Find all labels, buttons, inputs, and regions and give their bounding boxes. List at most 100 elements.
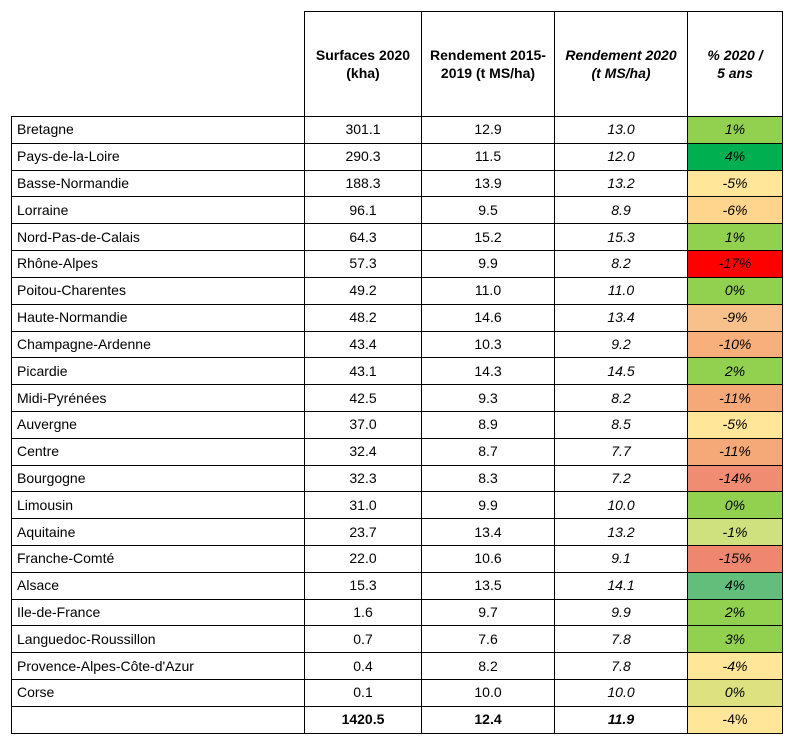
header-rendement-5ans: Rendement 2015- 2019 (t MS/ha) bbox=[421, 11, 555, 117]
region-cell: Rhône-Alpes bbox=[11, 250, 305, 278]
region-cell: Midi-Pyrénées bbox=[11, 384, 305, 412]
table-row: Lorraine 96.1 9.5 8.9 -6% bbox=[11, 196, 783, 225]
header-rendement-5ans-line2: 2019 (t MS/ha) bbox=[440, 65, 536, 81]
rendement-5ans-cell: 10.3 bbox=[421, 330, 555, 359]
surface-cell: 301.1 bbox=[304, 116, 422, 144]
region-cell: Bretagne bbox=[11, 116, 305, 144]
region-cell: Auvergne bbox=[11, 410, 305, 439]
pct-change-cell: -15% bbox=[687, 545, 783, 573]
rendement-2020-cell: 12.0 bbox=[554, 142, 688, 171]
rendement-5ans-cell: 14.6 bbox=[421, 303, 555, 332]
table-row: Nord-Pas-de-Calais 64.3 15.2 15.3 1% bbox=[11, 223, 783, 252]
region-cell: Provence-Alpes-Côte-d'Azur bbox=[11, 652, 305, 681]
pct-change-cell: 3% bbox=[687, 625, 783, 654]
rendement-2020-cell: 8.5 bbox=[554, 410, 688, 439]
rendement-5ans-cell: 10.0 bbox=[421, 679, 555, 707]
pct-change-cell: -5% bbox=[687, 410, 783, 439]
rendement-2020-cell: 7.2 bbox=[554, 464, 688, 493]
surface-cell: 23.7 bbox=[304, 518, 422, 546]
surface-cell: 15.3 bbox=[304, 571, 422, 600]
table-body: Bretagne 301.1 12.9 13.0 1% Pays-de-la-Loire 2… bbox=[11, 116, 783, 735]
rendement-2020-cell: 11.9 bbox=[554, 705, 688, 735]
surface-cell: 32.4 bbox=[304, 437, 422, 466]
region-cell: Nord-Pas-de-Calais bbox=[11, 223, 305, 252]
table-row: Aquitaine 23.7 13.4 13.2 -1% bbox=[11, 518, 783, 546]
rendement-5ans-cell: 9.9 bbox=[421, 250, 555, 278]
region-cell: Limousin bbox=[11, 491, 305, 520]
rendement-5ans-cell: 10.6 bbox=[421, 545, 555, 573]
region-cell: Alsace bbox=[11, 571, 305, 600]
rendement-2020-cell: 15.3 bbox=[554, 223, 688, 252]
surface-cell: 43.4 bbox=[304, 330, 422, 359]
rendement-2020-cell: 10.0 bbox=[554, 491, 688, 520]
surface-cell: 57.3 bbox=[304, 250, 422, 278]
pct-change-cell: -1% bbox=[687, 518, 783, 546]
header-pct: % 2020 / 5 ans bbox=[687, 11, 783, 117]
rendement-2020-cell: 8.9 bbox=[554, 196, 688, 225]
header-surface-line2: (kha) bbox=[346, 65, 380, 81]
pct-change-cell: 2% bbox=[687, 598, 783, 627]
surface-cell: 0.4 bbox=[304, 652, 422, 681]
surface-cell: 96.1 bbox=[304, 196, 422, 225]
table-row: Corse 0.1 10.0 10.0 0% bbox=[11, 679, 783, 707]
rendement-5ans-cell: 8.3 bbox=[421, 464, 555, 493]
table-row: Pays-de-la-Loire 290.3 11.5 12.0 4% bbox=[11, 142, 783, 171]
region-cell: Lorraine bbox=[11, 196, 305, 225]
rendement-2020-cell: 14.5 bbox=[554, 357, 688, 386]
region-cell: Poitou-Charentes bbox=[11, 276, 305, 305]
region-cell: Franche-Comté bbox=[11, 545, 305, 573]
rendement-2020-cell: 13.2 bbox=[554, 518, 688, 546]
rendement-2020-cell: 8.2 bbox=[554, 250, 688, 278]
table-row: Languedoc-Roussillon 0.7 7.6 7.8 3% bbox=[11, 625, 783, 654]
table-row: Bretagne 301.1 12.9 13.0 1% bbox=[11, 116, 783, 144]
pct-change-cell: -4% bbox=[687, 705, 783, 735]
pct-change-cell: -11% bbox=[687, 384, 783, 412]
surface-cell: 1420.5 bbox=[304, 705, 422, 735]
rendement-5ans-cell: 14.3 bbox=[421, 357, 555, 386]
rendement-5ans-cell: 9.5 bbox=[421, 196, 555, 225]
rendement-5ans-cell: 13.9 bbox=[421, 169, 555, 198]
region-cell: Languedoc-Roussillon bbox=[11, 625, 305, 654]
table-row: Champagne-Ardenne 43.4 10.3 9.2 -10% bbox=[11, 330, 783, 359]
table-row: Franche-Comté 22.0 10.6 9.1 -15% bbox=[11, 545, 783, 573]
pct-change-cell: 0% bbox=[687, 679, 783, 707]
rendement-2020-cell: 9.1 bbox=[554, 545, 688, 573]
yield-table: Surfaces 2020 (kha) Rendement 2015- 2019… bbox=[11, 11, 783, 735]
surface-cell: 43.1 bbox=[304, 357, 422, 386]
pct-change-cell: 0% bbox=[687, 276, 783, 305]
table-row: Ile-de-France 1.6 9.7 9.9 2% bbox=[11, 598, 783, 627]
surface-cell: 0.7 bbox=[304, 625, 422, 654]
pct-change-cell: -6% bbox=[687, 196, 783, 225]
table-row: Rhône-Alpes 57.3 9.9 8.2 -17% bbox=[11, 250, 783, 278]
rendement-2020-cell: 10.0 bbox=[554, 679, 688, 707]
rendement-2020-cell: 8.2 bbox=[554, 384, 688, 412]
table-row: Centre 32.4 8.7 7.7 -11% bbox=[11, 437, 783, 466]
surface-cell: 22.0 bbox=[304, 545, 422, 573]
surface-cell: 0.1 bbox=[304, 679, 422, 707]
pct-change-cell: 2% bbox=[687, 357, 783, 386]
pct-change-cell: -14% bbox=[687, 464, 783, 493]
table-row: Midi-Pyrénées 42.5 9.3 8.2 -11% bbox=[11, 384, 783, 412]
rendement-2020-cell: 7.8 bbox=[554, 625, 688, 654]
pct-change-cell: -10% bbox=[687, 330, 783, 359]
surface-cell: 290.3 bbox=[304, 142, 422, 171]
region-cell: Champagne-Ardenne bbox=[11, 330, 305, 359]
header-row: Surfaces 2020 (kha) Rendement 2015- 2019… bbox=[11, 11, 783, 117]
pct-change-cell: 1% bbox=[687, 223, 783, 252]
region-cell: Ile-de-France bbox=[11, 598, 305, 627]
header-surface-line1: Surfaces 2020 bbox=[315, 47, 411, 63]
rendement-5ans-cell: 12.4 bbox=[421, 705, 555, 735]
pct-change-cell: 4% bbox=[687, 571, 783, 600]
rendement-5ans-cell: 9.3 bbox=[421, 384, 555, 412]
rendement-5ans-cell: 8.7 bbox=[421, 437, 555, 466]
rendement-5ans-cell: 15.2 bbox=[421, 223, 555, 252]
table-row: Auvergne 37.0 8.9 8.5 -5% bbox=[11, 410, 783, 439]
region-cell bbox=[11, 705, 305, 735]
region-cell: Haute-Normandie bbox=[11, 303, 305, 332]
header-rendement-2020-line1: Rendement 2020 bbox=[565, 47, 677, 63]
table-row: Alsace 15.3 13.5 14.1 4% bbox=[11, 571, 783, 600]
rendement-2020-cell: 13.0 bbox=[554, 116, 688, 144]
surface-cell: 188.3 bbox=[304, 169, 422, 198]
rendement-5ans-cell: 13.5 bbox=[421, 571, 555, 600]
pct-change-cell: -5% bbox=[687, 169, 783, 198]
